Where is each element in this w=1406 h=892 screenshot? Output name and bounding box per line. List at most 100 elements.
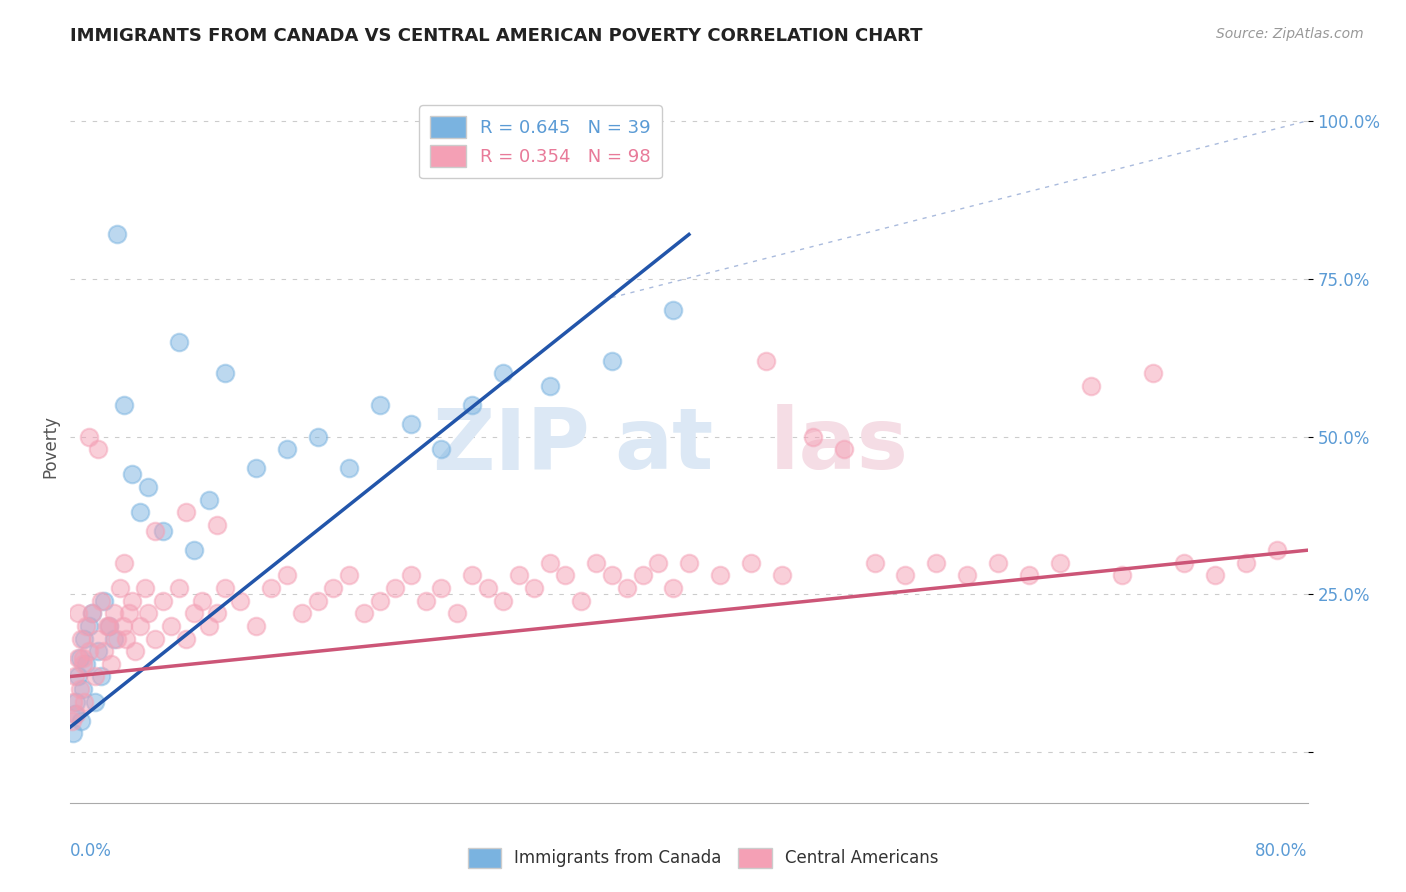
Point xyxy=(1080,379,1102,393)
Point xyxy=(100,657,122,671)
Point xyxy=(105,227,128,242)
Point xyxy=(103,632,125,646)
Point xyxy=(70,714,93,728)
Legend: R = 0.645   N = 39, R = 0.354   N = 98: R = 0.645 N = 39, R = 0.354 N = 98 xyxy=(419,105,662,178)
Point xyxy=(291,607,314,621)
Point xyxy=(136,480,159,494)
Text: Source: ZipAtlas.com: Source: ZipAtlas.com xyxy=(1216,27,1364,41)
Point xyxy=(276,442,298,457)
Point xyxy=(87,442,110,457)
Text: 0.0%: 0.0% xyxy=(70,842,112,860)
Point xyxy=(77,429,100,443)
Point xyxy=(538,556,561,570)
Point xyxy=(554,568,576,582)
Point xyxy=(84,695,107,709)
Point xyxy=(307,429,329,443)
Point xyxy=(446,607,468,621)
Point xyxy=(167,334,190,349)
Point xyxy=(183,607,205,621)
Point xyxy=(925,556,948,570)
Point xyxy=(96,619,118,633)
Point xyxy=(87,632,110,646)
Point xyxy=(60,714,83,728)
Point xyxy=(322,581,344,595)
Point xyxy=(616,581,638,595)
Point xyxy=(93,644,115,658)
Point xyxy=(353,607,375,621)
Point xyxy=(207,517,229,532)
Point xyxy=(67,650,90,665)
Point xyxy=(368,593,391,607)
Point xyxy=(69,650,91,665)
Point xyxy=(1018,568,1040,582)
Point xyxy=(430,581,453,595)
Point xyxy=(75,619,97,633)
Point xyxy=(538,379,561,393)
Y-axis label: Poverty: Poverty xyxy=(41,415,59,477)
Point xyxy=(399,568,422,582)
Point xyxy=(1173,556,1195,570)
Point xyxy=(569,593,592,607)
Point xyxy=(129,619,152,633)
Point xyxy=(1142,367,1164,381)
Point xyxy=(662,581,685,595)
Point xyxy=(115,632,138,646)
Point xyxy=(662,303,685,318)
Point xyxy=(260,581,283,595)
Point xyxy=(129,505,152,519)
Point xyxy=(80,607,103,621)
Point xyxy=(709,568,731,582)
Point xyxy=(1111,568,1133,582)
Point xyxy=(832,442,855,457)
Point xyxy=(77,644,100,658)
Point xyxy=(114,556,135,570)
Text: at: at xyxy=(614,404,714,488)
Point xyxy=(63,669,86,683)
Legend: Immigrants from Canada, Central Americans: Immigrants from Canada, Central American… xyxy=(461,841,945,875)
Point xyxy=(740,556,762,570)
Point xyxy=(62,695,84,709)
Point xyxy=(124,644,146,658)
Point xyxy=(183,543,205,558)
Point xyxy=(90,593,112,607)
Point xyxy=(678,556,700,570)
Point xyxy=(1049,556,1071,570)
Point xyxy=(174,632,197,646)
Point xyxy=(770,568,793,582)
Point xyxy=(93,593,115,607)
Point xyxy=(276,568,298,582)
Point xyxy=(461,568,484,582)
Point xyxy=(145,632,166,646)
Point xyxy=(72,657,94,671)
Point xyxy=(337,568,360,582)
Point xyxy=(523,581,546,595)
Point xyxy=(894,568,917,582)
Point xyxy=(956,568,979,582)
Text: IMMIGRANTS FROM CANADA VS CENTRAL AMERICAN POVERTY CORRELATION CHART: IMMIGRANTS FROM CANADA VS CENTRAL AMERIC… xyxy=(70,27,922,45)
Point xyxy=(121,467,143,482)
Point xyxy=(111,619,134,633)
Text: ZIP: ZIP xyxy=(432,404,591,488)
Point xyxy=(174,505,197,519)
Point xyxy=(152,593,174,607)
Point xyxy=(631,568,654,582)
Point xyxy=(65,695,87,709)
Point xyxy=(167,581,190,595)
Point xyxy=(384,581,406,595)
Point xyxy=(65,707,87,722)
Point xyxy=(90,669,112,683)
Point xyxy=(1265,543,1288,558)
Point xyxy=(600,353,623,368)
Point xyxy=(118,607,141,621)
Text: las: las xyxy=(769,404,908,488)
Text: 80.0%: 80.0% xyxy=(1256,842,1308,860)
Point xyxy=(307,593,329,607)
Point xyxy=(492,593,515,607)
Point xyxy=(103,607,125,621)
Point xyxy=(198,492,221,507)
Point xyxy=(73,695,96,709)
Point xyxy=(160,619,183,633)
Point xyxy=(63,707,86,722)
Point xyxy=(229,593,252,607)
Point xyxy=(600,568,623,582)
